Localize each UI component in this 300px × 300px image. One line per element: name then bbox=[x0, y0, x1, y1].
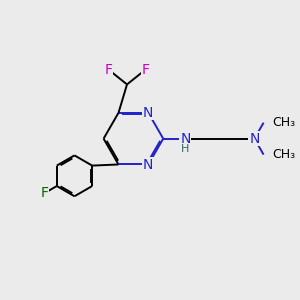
Text: N: N bbox=[249, 132, 260, 145]
Text: CH₃: CH₃ bbox=[272, 116, 295, 129]
Text: H: H bbox=[181, 144, 190, 154]
Text: F: F bbox=[40, 186, 49, 200]
Text: CH₃: CH₃ bbox=[272, 148, 295, 161]
Text: N: N bbox=[143, 106, 154, 119]
Text: F: F bbox=[142, 63, 149, 77]
Text: N: N bbox=[143, 158, 154, 172]
Text: F: F bbox=[105, 63, 112, 77]
Text: N: N bbox=[180, 132, 190, 145]
